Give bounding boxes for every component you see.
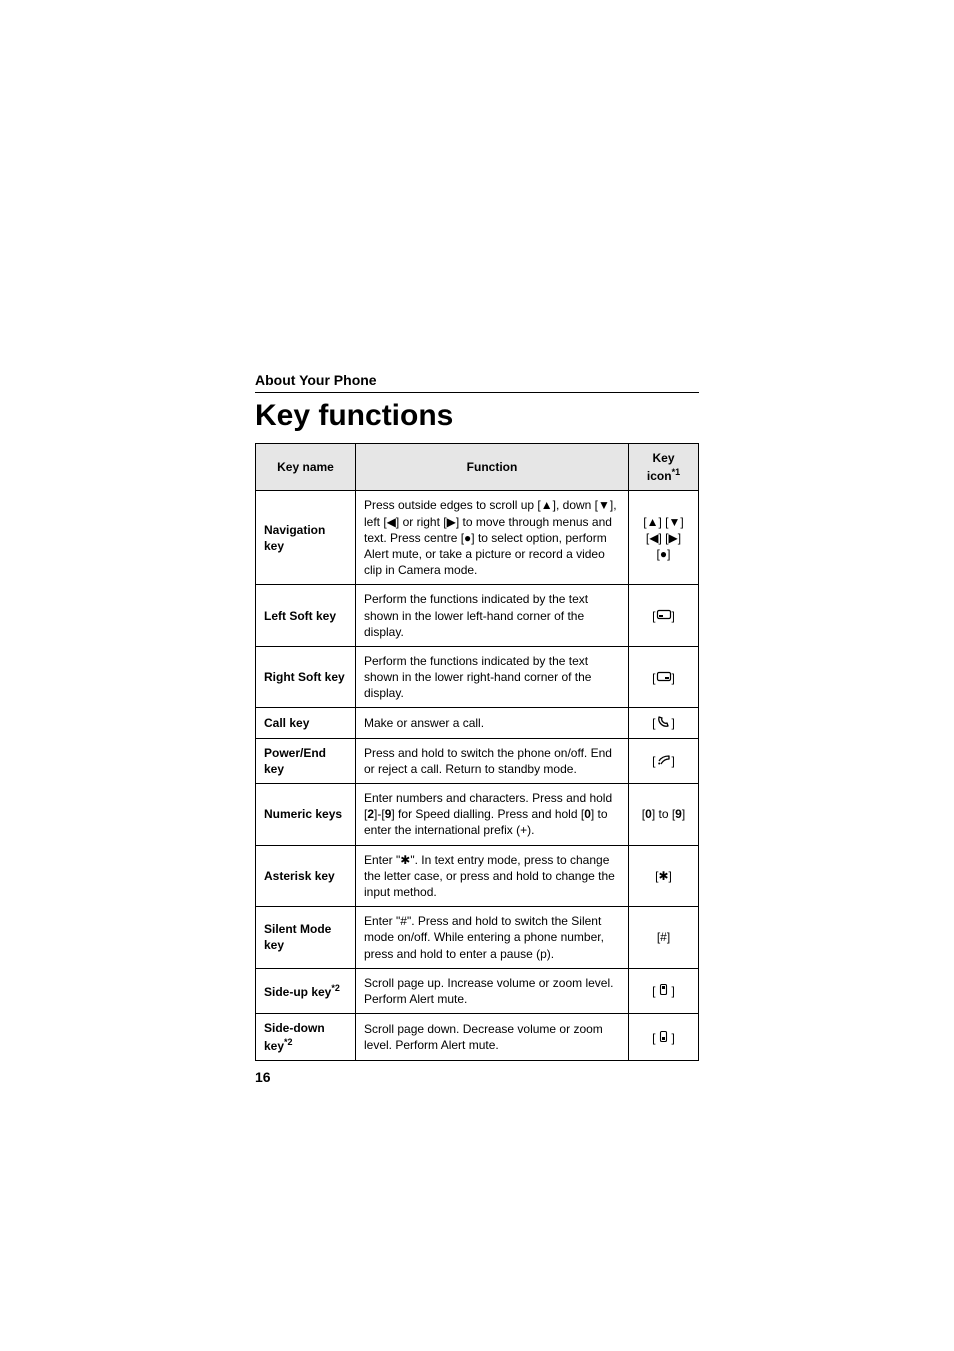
key-icon-cell: [] xyxy=(629,646,699,708)
key-function-cell: Scroll page down. Decrease volume or zoo… xyxy=(356,1014,629,1061)
key-icon-cell: [▲] [▼][◀] [▶][●] xyxy=(629,491,699,585)
key-functions-table: Key name Function Key icon*1 Navigation … xyxy=(255,443,699,1061)
table-row: Left Soft keyPerform the functions indic… xyxy=(256,585,699,647)
col-header-function: Function xyxy=(356,444,629,491)
key-name-cell: Right Soft key xyxy=(256,646,356,708)
key-function-cell: Press outside edges to scroll up [▲], do… xyxy=(356,491,629,585)
key-function-cell: Enter "✱". In text entry mode, press to … xyxy=(356,845,629,907)
side-up-icon xyxy=(656,982,672,997)
key-icon-cell: [#] xyxy=(629,907,699,969)
key-icon-cell: [] xyxy=(629,708,699,738)
key-name-cell: Numeric keys xyxy=(256,784,356,846)
side-down-icon xyxy=(656,1029,672,1044)
key-name-cell: Asterisk key xyxy=(256,845,356,907)
key-name-cell: Side-down key*2 xyxy=(256,1014,356,1061)
col-header-icon: Key icon*1 xyxy=(629,444,699,491)
table-row: Call keyMake or answer a call.[] xyxy=(256,708,699,738)
section-label: About Your Phone xyxy=(255,372,699,393)
table-row: Side-up key*2Scroll page up. Increase vo… xyxy=(256,968,699,1013)
right-soft-icon xyxy=(656,669,672,684)
key-icon-cell: [] xyxy=(629,968,699,1013)
key-name-cell: Power/End key xyxy=(256,738,356,783)
left-soft-icon xyxy=(656,607,672,622)
key-name-cell: Silent Mode key xyxy=(256,907,356,969)
table-row: Numeric keysEnter numbers and characters… xyxy=(256,784,699,846)
col-header-name: Key name xyxy=(256,444,356,491)
key-function-cell: Make or answer a call. xyxy=(356,708,629,738)
key-icon-cell: [✱] xyxy=(629,845,699,907)
key-function-cell: Enter numbers and characters. Press and … xyxy=(356,784,629,846)
table-row: Asterisk keyEnter "✱". In text entry mod… xyxy=(256,845,699,907)
key-name-cell: Call key xyxy=(256,708,356,738)
key-icon-cell: [] xyxy=(629,585,699,647)
table-row: Side-down key*2Scroll page down. Decreas… xyxy=(256,1014,699,1061)
page-number: 16 xyxy=(255,1069,699,1085)
call-icon xyxy=(656,714,672,729)
table-row: Navigation keyPress outside edges to scr… xyxy=(256,491,699,585)
key-name-cell: Side-up key*2 xyxy=(256,968,356,1013)
page-title: Key functions xyxy=(255,399,699,433)
table-row: Right Soft keyPerform the functions indi… xyxy=(256,646,699,708)
table-row: Silent Mode keyEnter "#". Press and hold… xyxy=(256,907,699,969)
end-icon xyxy=(656,752,672,767)
key-name-cell: Left Soft key xyxy=(256,585,356,647)
key-function-cell: Enter "#". Press and hold to switch the … xyxy=(356,907,629,969)
key-icon-cell: [] xyxy=(629,738,699,783)
key-name-cell: Navigation key xyxy=(256,491,356,585)
table-row: Power/End keyPress and hold to switch th… xyxy=(256,738,699,783)
key-function-cell: Perform the functions indicated by the t… xyxy=(356,646,629,708)
key-function-cell: Press and hold to switch the phone on/of… xyxy=(356,738,629,783)
key-icon-cell: [0] to [9] xyxy=(629,784,699,846)
key-icon-cell: [] xyxy=(629,1014,699,1061)
key-function-cell: Perform the functions indicated by the t… xyxy=(356,585,629,647)
key-function-cell: Scroll page up. Increase volume or zoom … xyxy=(356,968,629,1013)
